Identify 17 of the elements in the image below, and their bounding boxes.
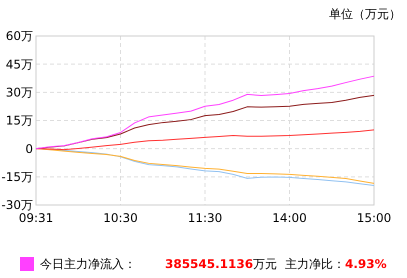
text: 385545.1136万元	[165, 257, 278, 272]
x-tick-label: 10:30	[103, 211, 138, 225]
y-tick-label: 60万	[6, 29, 33, 44]
y-tick-label: -15万	[1, 170, 33, 184]
x-tick-label: 11:30	[188, 211, 222, 225]
y-tick-label: 15万	[6, 114, 33, 128]
y-tick-label: -30万	[1, 198, 33, 212]
x-tick-label: 14:00	[272, 211, 307, 225]
x-tick-label: 15:00	[356, 211, 392, 225]
line-series	[36, 76, 374, 150]
y-tick-label: 0	[25, 142, 33, 156]
y-axis-title: 单位（万元）	[329, 7, 401, 21]
y-tick-label: 30万	[6, 86, 33, 100]
y-tick-label: 45万	[6, 57, 33, 72]
legend-label: 今日主力净流入：	[40, 257, 136, 272]
x-tick-label: 09:31	[18, 211, 54, 225]
text: 主力净比：4.93%	[285, 257, 387, 272]
